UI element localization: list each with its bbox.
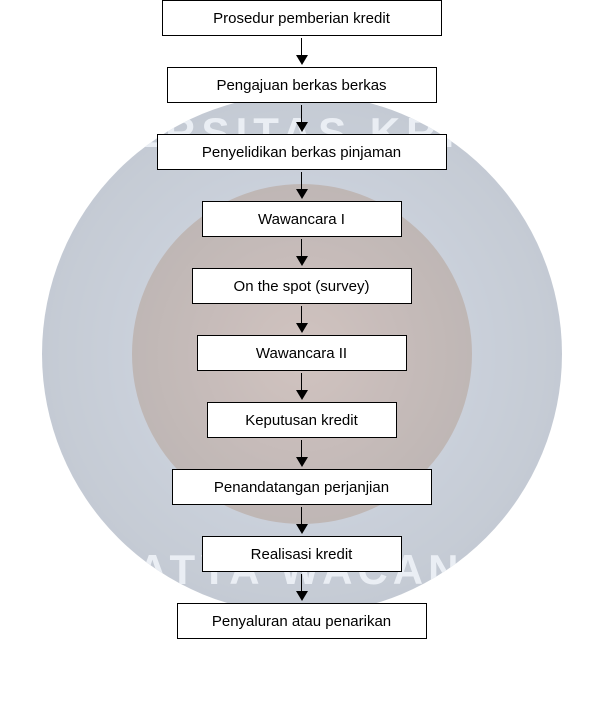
node-prosedur: Prosedur pemberian kredit <box>162 0 442 36</box>
node-label: Keputusan kredit <box>245 412 358 429</box>
flowchart-container: Prosedur pemberian kredit Pengajuan berk… <box>0 0 603 639</box>
node-label: Penandatangan perjanjian <box>214 479 389 496</box>
arrow-line <box>301 574 303 592</box>
arrow-head-icon <box>296 457 308 467</box>
arrow <box>296 105 308 132</box>
node-label: Wawancara II <box>256 345 347 362</box>
arrow-line <box>301 172 303 190</box>
node-wawancara1: Wawancara I <box>202 201 402 237</box>
node-label: Wawancara I <box>258 211 345 228</box>
arrow-head-icon <box>296 256 308 266</box>
arrow-head-icon <box>296 390 308 400</box>
arrow-head-icon <box>296 122 308 132</box>
arrow-line <box>301 440 303 458</box>
node-keputusan: Keputusan kredit <box>207 402 397 438</box>
arrow <box>296 574 308 601</box>
node-survey: On the spot (survey) <box>192 268 412 304</box>
arrow-head-icon <box>296 189 308 199</box>
node-label: Pengajuan berkas berkas <box>216 77 386 94</box>
arrow-line <box>301 373 303 391</box>
arrow <box>296 373 308 400</box>
arrow-head-icon <box>296 55 308 65</box>
node-realisasi: Realisasi kredit <box>202 536 402 572</box>
arrow <box>296 440 308 467</box>
node-label: Realisasi kredit <box>251 546 353 563</box>
arrow-line <box>301 507 303 525</box>
node-penandatangan: Penandatangan perjanjian <box>172 469 432 505</box>
arrow-head-icon <box>296 591 308 601</box>
node-penyelidikan: Penyelidikan berkas pinjaman <box>157 134 447 170</box>
node-label: Prosedur pemberian kredit <box>213 10 390 27</box>
node-label: On the spot (survey) <box>234 278 370 295</box>
arrow-line <box>301 239 303 257</box>
node-label: Penyaluran atau penarikan <box>212 613 391 630</box>
node-label: Penyelidikan berkas pinjaman <box>202 144 401 161</box>
arrow-head-icon <box>296 323 308 333</box>
arrow-line <box>301 105 303 123</box>
arrow <box>296 172 308 199</box>
arrow-line <box>301 306 303 324</box>
node-pengajuan: Pengajuan berkas berkas <box>167 67 437 103</box>
arrow-line <box>301 38 303 56</box>
node-wawancara2: Wawancara II <box>197 335 407 371</box>
arrow <box>296 38 308 65</box>
arrow <box>296 507 308 534</box>
node-penyaluran: Penyaluran atau penarikan <box>177 603 427 639</box>
arrow <box>296 306 308 333</box>
arrow <box>296 239 308 266</box>
arrow-head-icon <box>296 524 308 534</box>
